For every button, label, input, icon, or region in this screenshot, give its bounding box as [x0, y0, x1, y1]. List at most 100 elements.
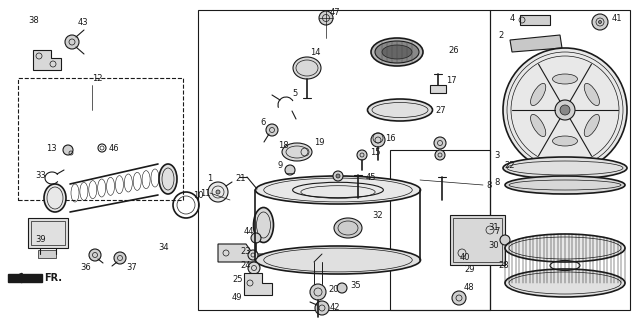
Circle shape	[310, 284, 326, 300]
Circle shape	[500, 235, 510, 245]
Text: 14: 14	[310, 47, 320, 57]
Text: 31: 31	[488, 223, 499, 233]
Ellipse shape	[531, 84, 546, 106]
Bar	[31, 221, 65, 245]
Circle shape	[503, 48, 627, 172]
Text: 41: 41	[612, 13, 622, 22]
Ellipse shape	[368, 99, 433, 121]
Text: 43: 43	[78, 18, 89, 27]
Text: 12: 12	[92, 74, 103, 83]
Text: 8: 8	[494, 178, 499, 187]
Ellipse shape	[552, 74, 578, 84]
Ellipse shape	[584, 114, 599, 137]
Ellipse shape	[505, 234, 625, 262]
Text: 48: 48	[464, 284, 475, 292]
Circle shape	[336, 174, 340, 178]
Circle shape	[371, 133, 385, 147]
Circle shape	[216, 190, 220, 194]
Text: 5: 5	[292, 89, 297, 98]
Polygon shape	[33, 50, 61, 70]
Bar	[450, 215, 505, 265]
Circle shape	[208, 182, 228, 202]
Ellipse shape	[505, 176, 625, 194]
Circle shape	[319, 11, 333, 25]
Bar	[18, 78, 183, 200]
Circle shape	[315, 301, 329, 315]
Text: 23: 23	[240, 247, 250, 257]
Circle shape	[266, 124, 278, 136]
Circle shape	[357, 150, 367, 160]
Text: 26: 26	[448, 45, 459, 54]
Bar	[490, 10, 630, 310]
Text: 13: 13	[46, 143, 57, 153]
Circle shape	[114, 252, 126, 264]
Text: 38: 38	[28, 15, 39, 25]
Text: 36: 36	[80, 263, 90, 273]
Polygon shape	[510, 35, 562, 52]
Text: 4: 4	[510, 13, 515, 22]
Bar	[453, 218, 502, 262]
Text: 3: 3	[494, 150, 499, 159]
Text: 40: 40	[460, 253, 471, 262]
Circle shape	[555, 100, 575, 120]
Text: 20: 20	[328, 285, 338, 294]
Text: 2: 2	[498, 30, 503, 39]
Ellipse shape	[254, 207, 273, 243]
Bar	[198, 10, 490, 310]
Text: 28: 28	[498, 260, 508, 269]
Ellipse shape	[159, 164, 177, 194]
Circle shape	[435, 150, 445, 160]
Circle shape	[285, 165, 295, 175]
Ellipse shape	[334, 218, 362, 238]
Circle shape	[63, 145, 73, 155]
Text: 22: 22	[504, 161, 515, 170]
Circle shape	[337, 283, 347, 293]
Text: 45: 45	[366, 172, 376, 181]
Ellipse shape	[371, 38, 423, 66]
Ellipse shape	[503, 157, 627, 179]
Bar	[520, 15, 550, 25]
Text: 39: 39	[35, 236, 46, 244]
Bar	[390, 150, 490, 310]
Text: 18: 18	[278, 140, 289, 149]
Circle shape	[251, 233, 261, 243]
Ellipse shape	[375, 41, 419, 63]
Text: 33: 33	[35, 171, 46, 180]
Text: 49: 49	[232, 293, 243, 302]
Text: 17: 17	[446, 76, 457, 84]
Circle shape	[248, 262, 260, 274]
Bar	[28, 218, 68, 248]
Circle shape	[65, 35, 79, 49]
Text: 34: 34	[158, 244, 169, 252]
Text: 37: 37	[126, 263, 137, 273]
Text: 27: 27	[435, 106, 446, 115]
Circle shape	[434, 137, 446, 149]
Circle shape	[452, 291, 466, 305]
Polygon shape	[218, 244, 263, 262]
Circle shape	[89, 249, 101, 261]
Polygon shape	[244, 273, 272, 295]
Text: 11: 11	[200, 188, 210, 197]
Circle shape	[560, 105, 570, 115]
Circle shape	[333, 171, 343, 181]
Text: 32: 32	[372, 211, 383, 220]
Ellipse shape	[293, 57, 321, 79]
Text: 47: 47	[330, 7, 341, 17]
Circle shape	[248, 250, 258, 260]
Text: FR.: FR.	[44, 273, 62, 283]
Text: 35: 35	[350, 281, 361, 290]
Text: 42: 42	[330, 303, 341, 313]
Circle shape	[592, 14, 608, 30]
Text: 29: 29	[464, 266, 475, 275]
Text: 24: 24	[240, 260, 250, 269]
Ellipse shape	[255, 176, 420, 204]
Text: 46: 46	[109, 143, 120, 153]
Ellipse shape	[255, 246, 420, 274]
Text: 44: 44	[244, 228, 255, 236]
Text: 19: 19	[314, 138, 324, 147]
Text: 30: 30	[488, 241, 499, 250]
Text: 7: 7	[494, 228, 499, 236]
Ellipse shape	[531, 114, 546, 137]
Ellipse shape	[584, 84, 599, 106]
Text: 8: 8	[486, 180, 491, 189]
